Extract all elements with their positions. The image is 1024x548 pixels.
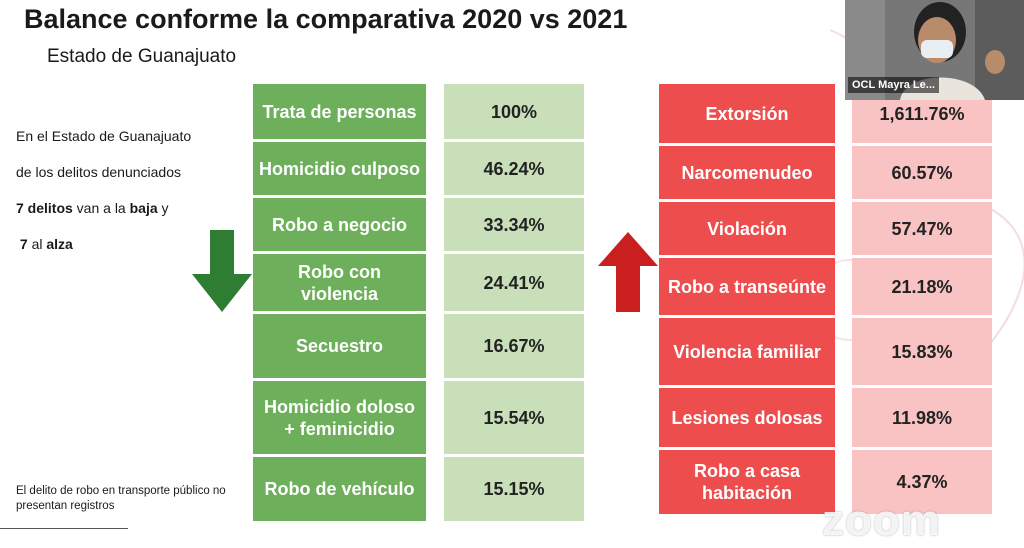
increasing-crime-value-3: 57.47% <box>852 202 992 258</box>
intro-line-1: En el Estado de Guanajuato <box>16 128 192 144</box>
intro-alza: alza <box>46 236 73 252</box>
decreasing-crime-labels: Trata de personas Homicidio culposo Robo a… <box>253 84 426 521</box>
intro-line-3: 7 delitos van a la baja y <box>16 190 251 226</box>
decreasing-crime-value-3: 33.34% <box>444 198 584 254</box>
divider <box>0 528 128 529</box>
arrow-up-icon <box>598 232 658 312</box>
decreasing-crime-value-7: 15.15% <box>444 457 584 521</box>
intro-baja: baja <box>129 200 158 216</box>
zoom-watermark: zoom <box>822 496 941 545</box>
transport-note: El delito de robo en transporte público … <box>16 485 226 512</box>
participant-name: OCL Mayra Le... <box>848 77 939 93</box>
intro-count-up: 7 <box>19 236 28 252</box>
slide-subtitle: Estado de Guanajuato <box>47 46 237 67</box>
increasing-crime-label-3: Violación <box>659 202 835 258</box>
decreasing-crime-label-2: Homicidio culposo <box>253 142 426 198</box>
intro-count-down: 7 delitos <box>16 200 73 216</box>
increasing-crime-label-5: Violencia familiar <box>659 318 835 388</box>
decreasing-crime-value-5: 16.67% <box>444 314 584 381</box>
decreasing-crime-label-7: Robo de vehículo <box>253 457 426 521</box>
increasing-crime-value-2: 60.57% <box>852 146 992 202</box>
increasing-crime-label-1: Extorsión <box>659 84 835 146</box>
increasing-crime-value-4: 21.18% <box>852 258 992 318</box>
decreasing-crime-value-4: 24.41% <box>444 254 584 314</box>
decreasing-crime-label-5: Secuestro <box>253 314 426 381</box>
increasing-crime-labels: Extorsión Narcomenudeo Violación Robo a tra… <box>659 84 835 514</box>
increasing-crime-label-2: Narcomenudeo <box>659 146 835 202</box>
decreasing-crime-value-2: 46.24% <box>444 142 584 198</box>
increasing-crime-value-7: 4.37% <box>852 450 992 514</box>
decreasing-crime-label-4: Robo con violencia <box>253 254 426 314</box>
decreasing-crime-label-1: Trata de personas <box>253 84 426 142</box>
decreasing-crime-value-1: 100% <box>444 84 584 142</box>
decreasing-crime-values: 100% 46.24% 33.34% 24.41% 16.67% 15.54% 15.15% <box>444 84 584 521</box>
increasing-crime-label-6: Lesiones dolosas <box>659 388 835 450</box>
intro-line-3-text: van a la <box>72 200 130 216</box>
increasing-crime-values: 1,611.76% 60.57% 57.47% 21.18% 15.83% 11.98% 4… <box>852 84 992 514</box>
increasing-crime-value-5: 15.83% <box>852 318 992 388</box>
arrow-down-icon <box>192 230 252 312</box>
intro-line-4: 7 al alza <box>16 226 251 262</box>
decreasing-crime-label-3: Robo a negocio <box>253 198 426 254</box>
slide-title: Balance conforme la comparativa 2020 vs … <box>24 4 628 34</box>
intro-text: En el Estado de Guanajuato de los delito… <box>16 118 251 262</box>
intro-line-4-text: al <box>27 236 47 252</box>
increasing-crime-value-6: 11.98% <box>852 388 992 450</box>
increasing-crime-label-4: Robo a transeúnte <box>659 258 835 318</box>
decreasing-crime-label-6: Homicidio doloso + feminicidio <box>253 381 426 457</box>
increasing-crime-label-7: Robo a casa habitación <box>659 450 835 514</box>
intro-line-2: de los delitos denunciados <box>16 164 182 180</box>
intro-line-3-end: y <box>157 200 169 216</box>
decreasing-crime-value-6: 15.54% <box>444 381 584 457</box>
